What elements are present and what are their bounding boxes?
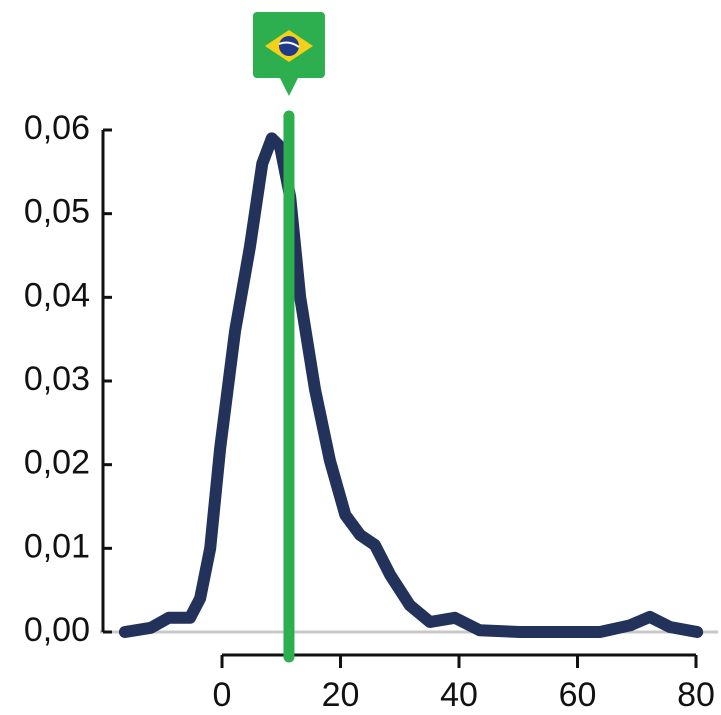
x-tick-label: 20	[322, 676, 360, 714]
y-tick-label: 0,02	[24, 444, 90, 482]
density-line	[118, 132, 704, 638]
x-tick-label: 40	[440, 676, 478, 714]
y-tick-label: 0,03	[24, 360, 90, 398]
y-tick-label: 0,00	[24, 611, 90, 649]
x-tick-label: 0	[213, 676, 232, 714]
flag-band	[278, 41, 300, 48]
flag-globe	[278, 36, 299, 56]
x-tick-label: 60	[559, 676, 597, 714]
flag-marker	[252, 12, 325, 96]
y-tick-label: 0,01	[24, 527, 90, 565]
y-tick-label: 0,06	[24, 109, 90, 147]
y-tick-label: 0,05	[24, 193, 90, 231]
marker-pointer	[279, 78, 298, 96]
y-tick-label: 0,04	[24, 276, 90, 314]
x-tick-label: 80	[677, 676, 715, 714]
